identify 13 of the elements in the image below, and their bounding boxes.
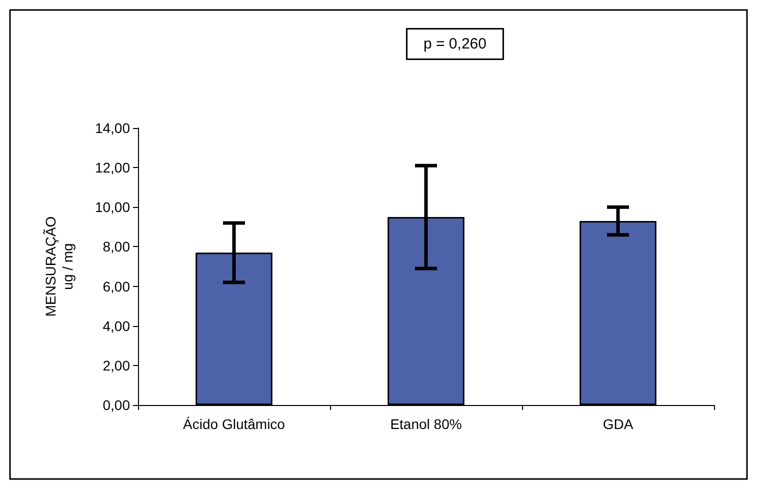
x-tick-label: GDA bbox=[602, 416, 634, 432]
y-tick-label: 14,00 bbox=[94, 120, 130, 136]
y-tick-label: 12,00 bbox=[94, 160, 130, 176]
y-tick-label: 0,00 bbox=[102, 397, 130, 413]
y-tick-label: 8,00 bbox=[102, 238, 130, 255]
y-tick-label: 2,00 bbox=[102, 357, 130, 374]
y-tick-label: 4,00 bbox=[102, 318, 130, 334]
y-tick-label: 6,00 bbox=[102, 278, 130, 294]
x-tick-label: Ácido Glutâmico bbox=[183, 416, 286, 432]
x-tick-label: Etanol 80% bbox=[390, 416, 462, 432]
text: p = 0,260 bbox=[424, 36, 486, 52]
y-axis-title: MENSURAÇÃO ug / mg bbox=[42, 216, 76, 317]
y-tick-label: 10,00 bbox=[94, 199, 130, 216]
